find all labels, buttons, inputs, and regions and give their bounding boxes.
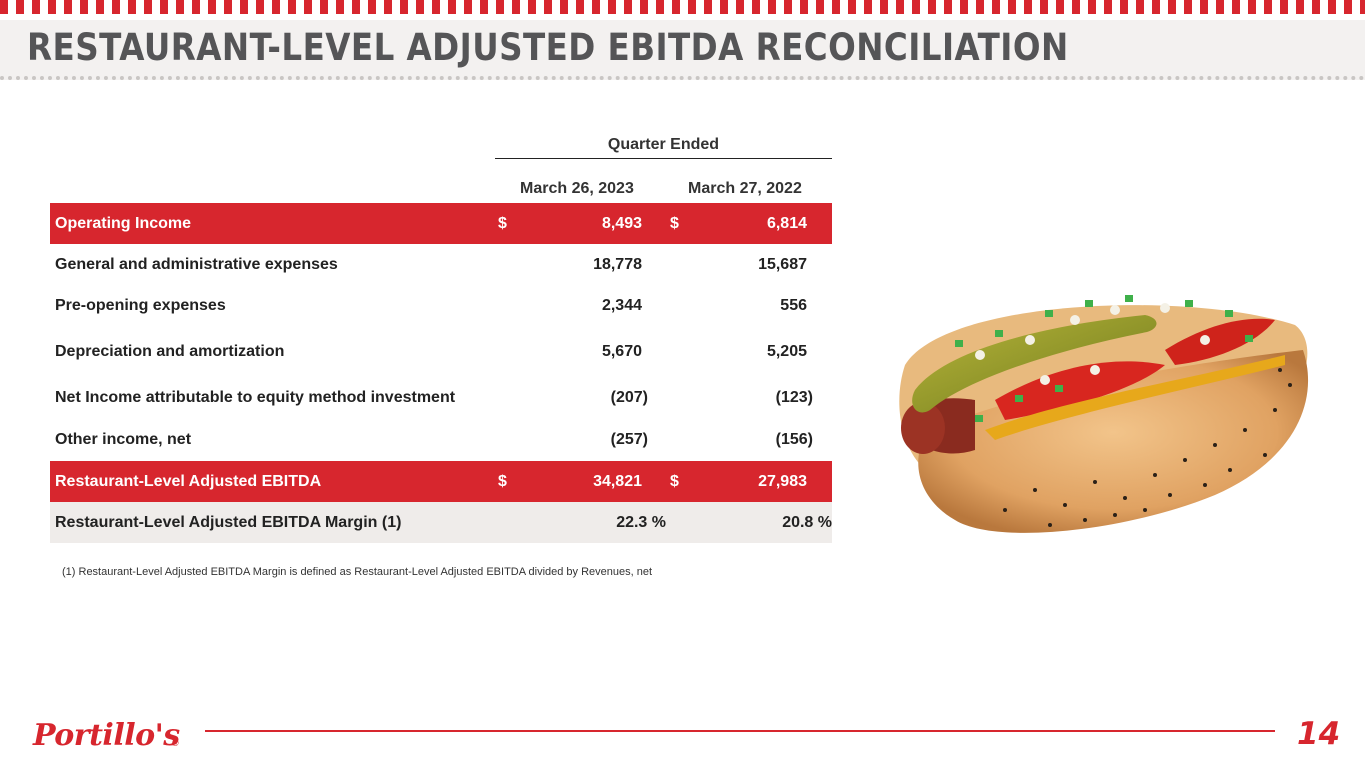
table-row: Depreciation and amortization 5,670 5,20… bbox=[50, 331, 832, 372]
row-label: Restaurant-Level Adjusted EBITDA Margin … bbox=[55, 514, 402, 531]
row-label: Other income, net bbox=[55, 431, 192, 448]
row-label: Net Income attributable to equity method… bbox=[55, 389, 456, 406]
footnote: (1) Restaurant-Level Adjusted EBITDA Mar… bbox=[62, 566, 653, 578]
row-label: Operating Income bbox=[55, 215, 192, 232]
row-label: Pre-opening expenses bbox=[55, 297, 226, 314]
table-row: Other income, net (257) (156) bbox=[50, 419, 832, 460]
quarter-ended-header: Quarter Ended bbox=[495, 136, 832, 159]
value-2022: (123) bbox=[775, 389, 813, 406]
title-band bbox=[0, 20, 1365, 80]
value-2023: 2,344 bbox=[601, 297, 642, 314]
currency-symbol: $ bbox=[670, 215, 679, 232]
row-label: General and administrative expenses bbox=[55, 256, 338, 273]
row-label: Restaurant-Level Adjusted EBITDA bbox=[55, 473, 322, 490]
column-header-2023: March 26, 2023 bbox=[520, 180, 634, 197]
slide-title: RESTAURANT-LEVEL ADJUSTED EBITDA RECONCI… bbox=[27, 26, 1069, 69]
value-2023: 34,821 bbox=[593, 473, 642, 490]
currency-symbol: $ bbox=[498, 215, 507, 232]
value-2022: 15,687 bbox=[758, 256, 807, 273]
value-2022: (156) bbox=[775, 431, 813, 448]
row-label: Depreciation and amortization bbox=[55, 343, 285, 360]
table-row: Net Income attributable to equity method… bbox=[50, 377, 832, 418]
page-number: 14 bbox=[1297, 716, 1341, 752]
table-row-adjusted-ebitda: Restaurant-Level Adjusted EBITDA $ 34,82… bbox=[50, 461, 832, 502]
table-row: General and administrative expenses 18,7… bbox=[50, 244, 832, 285]
value-2023: 18,778 bbox=[593, 256, 642, 273]
hot-dog-image bbox=[899, 295, 1309, 533]
column-header-2022: March 27, 2022 bbox=[688, 180, 802, 197]
registered-mark: ® bbox=[172, 738, 179, 748]
table-row: Pre-opening expenses 2,344 556 bbox=[50, 285, 832, 326]
value-2023: (207) bbox=[610, 389, 648, 406]
table-row-ebitda-margin: Restaurant-Level Adjusted EBITDA Margin … bbox=[50, 502, 832, 543]
value-2022: 20.8 % bbox=[782, 514, 832, 531]
value-2023: 5,670 bbox=[601, 343, 642, 360]
value-2022: 6,814 bbox=[766, 215, 807, 232]
currency-symbol: $ bbox=[670, 473, 679, 490]
currency-symbol: $ bbox=[498, 473, 507, 490]
portillos-logo: Portillo's bbox=[33, 718, 180, 753]
value-2023: (257) bbox=[610, 431, 648, 448]
value-2023: 8,493 bbox=[601, 215, 642, 232]
value-2023: 22.3 % bbox=[616, 514, 666, 531]
value-2022: 5,205 bbox=[766, 343, 807, 360]
table-row-operating-income: Operating Income $ 8,493 $ 6,814 bbox=[50, 203, 832, 244]
value-2022: 27,983 bbox=[758, 473, 807, 490]
value-2022: 556 bbox=[780, 297, 807, 314]
decorative-top-border bbox=[0, 0, 1365, 14]
footer-divider bbox=[205, 730, 1275, 732]
